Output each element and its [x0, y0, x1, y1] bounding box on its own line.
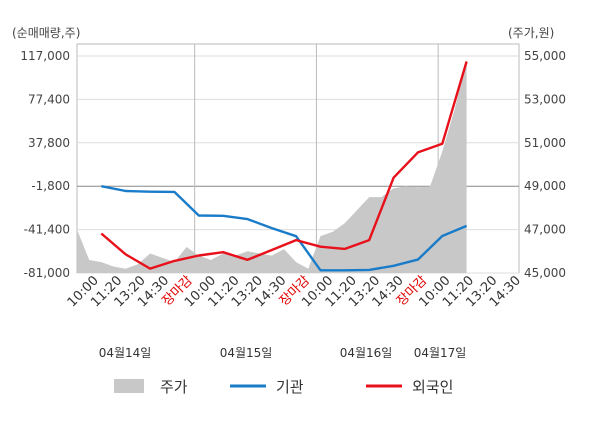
legend-label-price: 주가: [160, 378, 188, 396]
price-area: [77, 60, 467, 273]
right-axis-unit: (주가,원): [508, 26, 554, 40]
date-label: 04월15일: [220, 346, 273, 360]
left-tick-label: 117,000: [20, 49, 70, 63]
left-axis: 117,000 77,400 37,800 -1,800 -41,400 -81,000: [20, 49, 70, 280]
right-tick-label: 53,000: [524, 92, 566, 106]
right-tick-label: 45,000: [524, 266, 566, 280]
right-tick-label: 47,000: [524, 223, 566, 237]
x-axis: 10:0011:2013:2014:30장마감10:0011:2013:2014…: [65, 273, 524, 310]
legend-label-institution: 기관: [276, 378, 304, 396]
right-tick-label: 55,000: [524, 49, 566, 63]
foreign-line: [100, 61, 468, 270]
price-area-layer: [77, 60, 467, 273]
left-tick-label: 37,800: [28, 136, 70, 150]
right-axis: 55,000 53,000 51,000 49,000 47,000 45,000: [524, 49, 566, 280]
date-label: 04월16일: [340, 346, 393, 360]
left-tick-label: -81,000: [24, 266, 70, 280]
date-labels: 04월14일 04월15일 04월16일 04월17일: [99, 346, 467, 360]
date-label: 04월14일: [99, 346, 152, 360]
legend-label-foreign: 외국인: [412, 378, 453, 396]
left-tick-label: 77,400: [28, 92, 70, 106]
legend: 주가 기관 외국인: [114, 378, 453, 396]
left-tick-label: -41,400: [24, 223, 70, 237]
left-tick-label: -1,800: [31, 179, 70, 193]
left-axis-unit: (순매매량,주): [12, 26, 80, 40]
institution-line: [101, 185, 468, 272]
lines-layer: [100, 61, 468, 272]
date-label: 04월17일: [414, 346, 467, 360]
right-tick-label: 49,000: [524, 179, 566, 193]
legend-swatch-price: [114, 379, 144, 393]
right-tick-label: 51,000: [524, 136, 566, 150]
